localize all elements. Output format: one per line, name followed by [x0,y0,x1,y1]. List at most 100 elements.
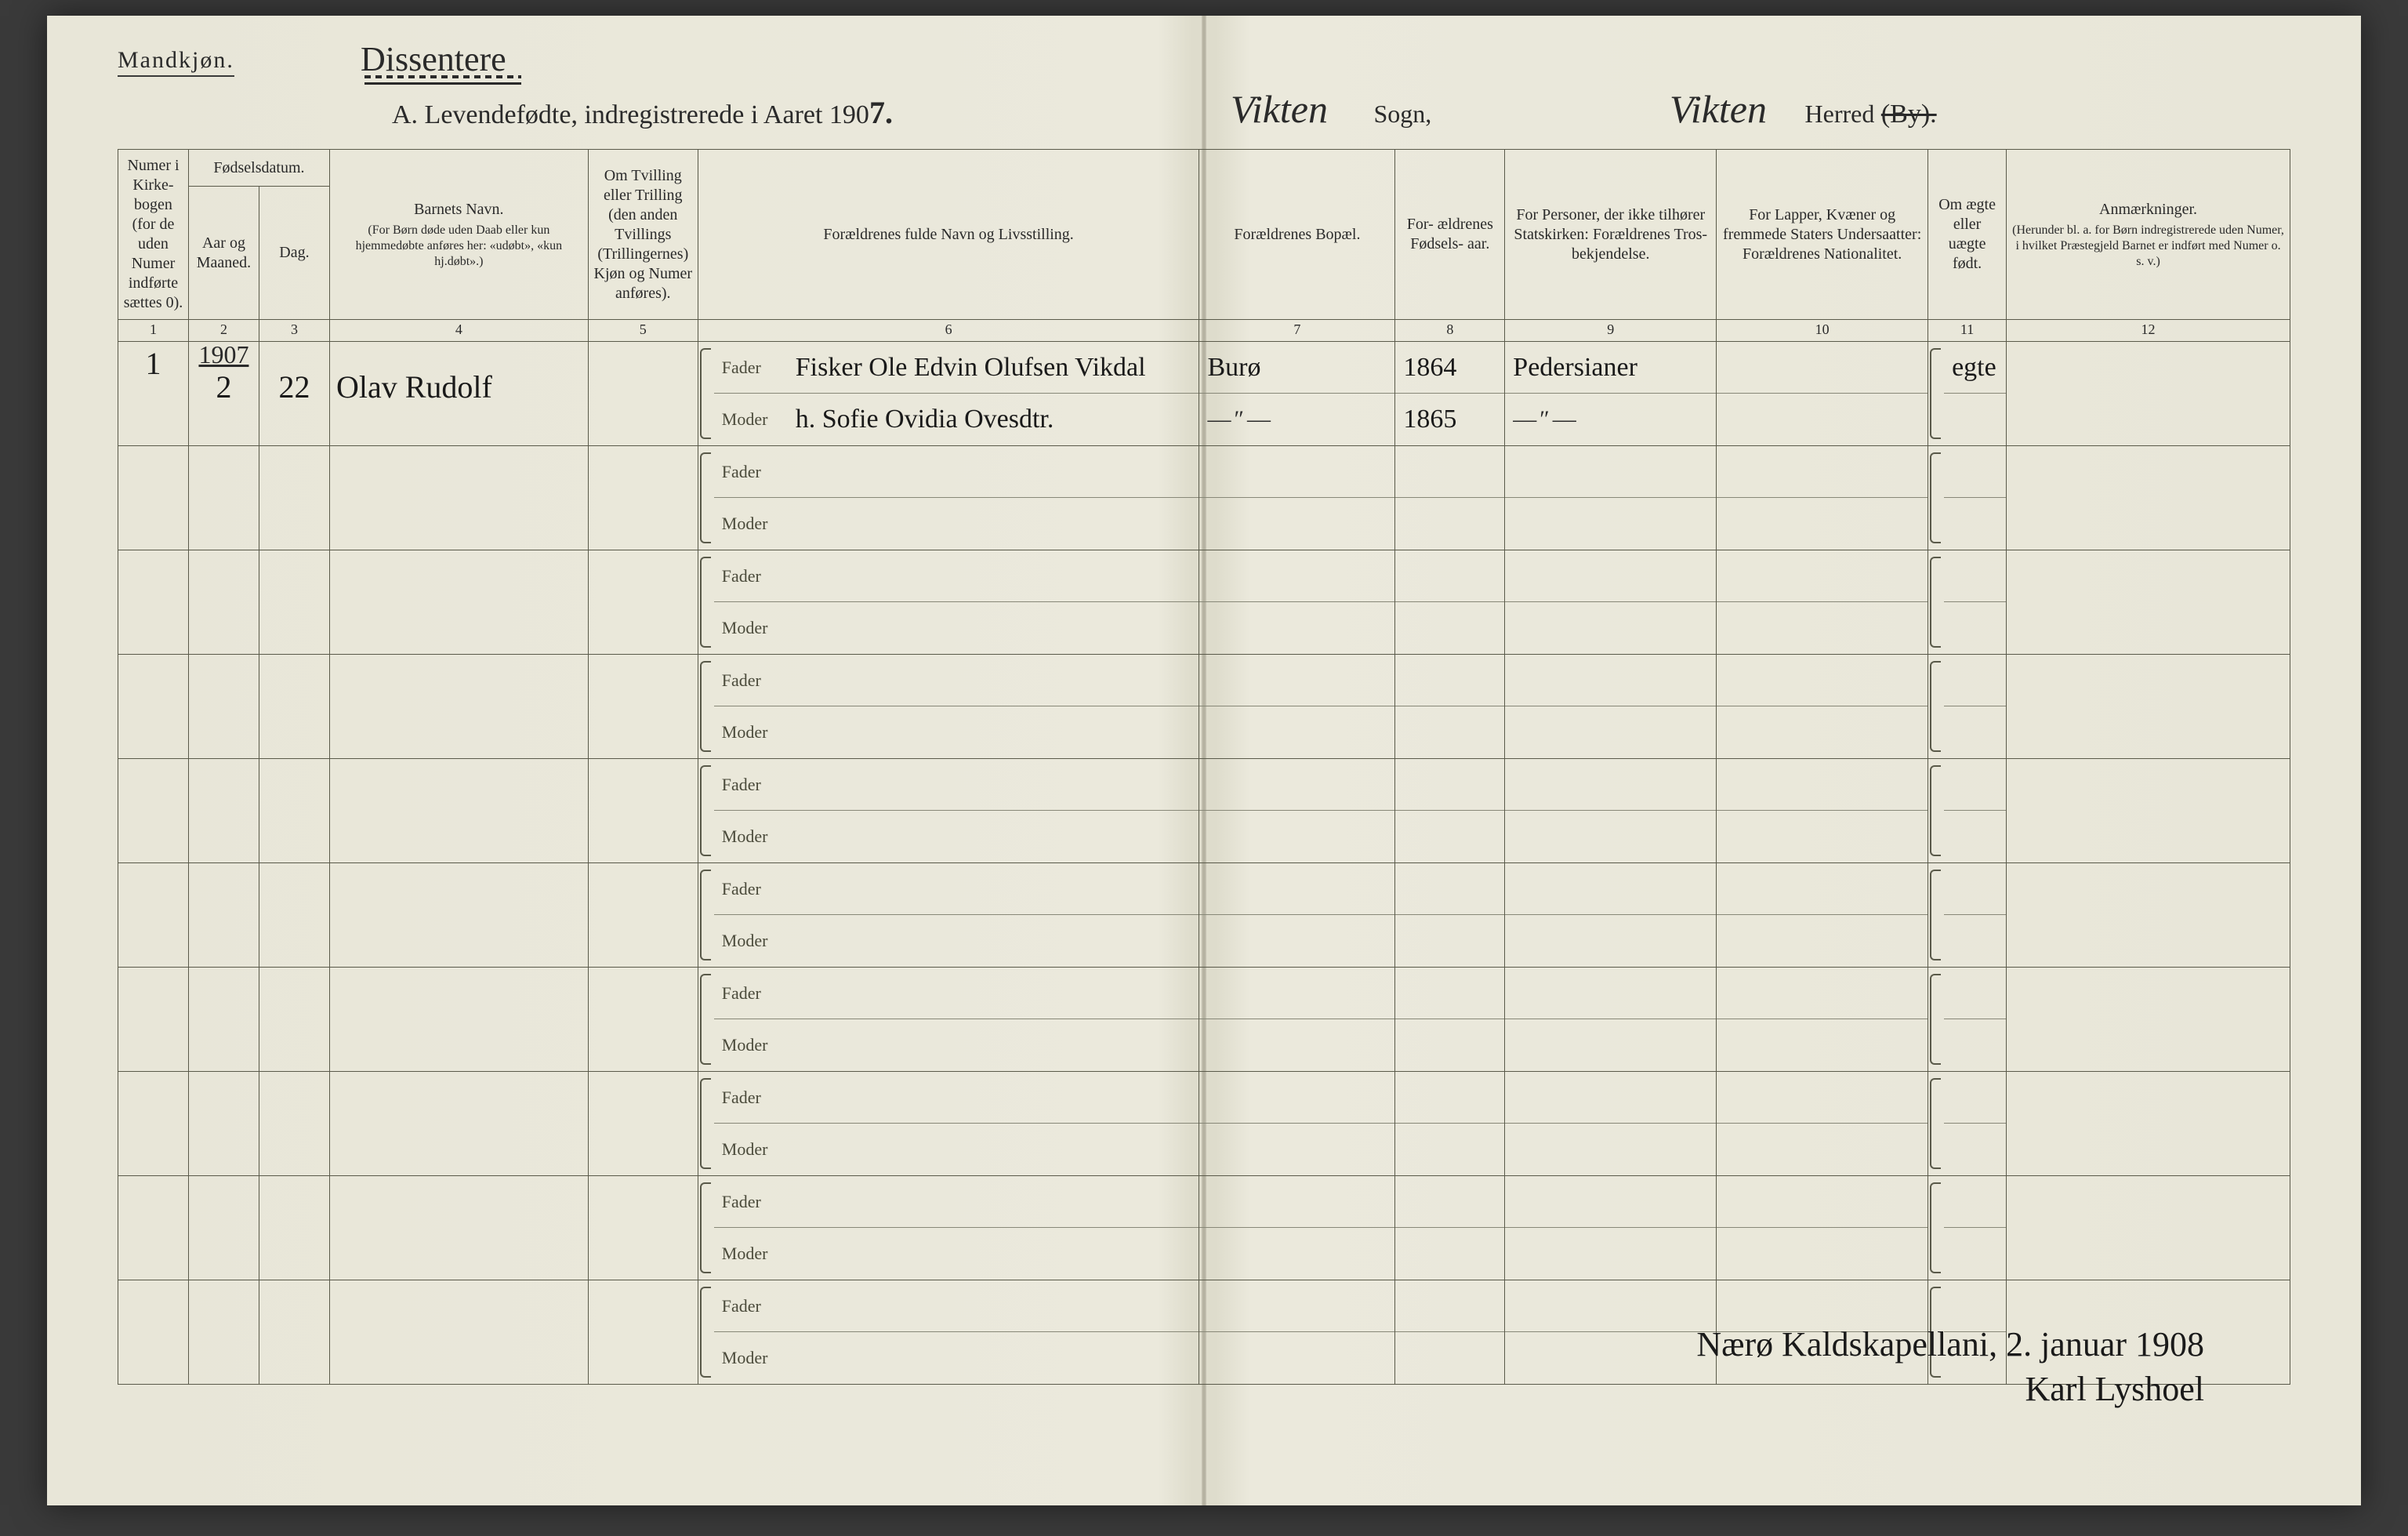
col-header-2b: Dag. [259,187,329,320]
fader-label: Fader [722,1192,785,1212]
entry-child-name: Olav Rudolf [329,342,588,446]
entry-tros-fader: Pedersianer [1513,353,1637,383]
moder-label: Moder [722,1035,785,1055]
sogn-name: Vikten [1231,87,1328,131]
col-header-12: Anmærkninger. (Herunder bl. a. for Børn … [2007,150,2290,320]
col4-title: Barnets Navn. [414,201,503,218]
entry-row-7: Fader Moder [118,968,2290,1072]
entry-row-8: Fader Moder [118,1072,2290,1176]
fader-label: Fader [722,983,785,1004]
ledger-page: Mandkjøn. Dissentere A. Levendefødte, in… [47,16,2361,1505]
colnum-7: 7 [1199,320,1395,342]
colnum-8: 8 [1395,320,1505,342]
entry-child-name-val: Olav Rudolf [336,369,492,405]
bracket-icon [1930,1078,1941,1169]
fader-label: Fader [722,1088,785,1108]
entry-bopael-moder: —″— [1207,406,1274,433]
entry-nationality [1717,342,1928,446]
colnum-3: 3 [259,320,329,342]
entry-day: 22 [259,342,329,446]
colnum-9: 9 [1505,320,1717,342]
entry-row-1: 1 1907 2 22 Olav Rudolf Fader Fisker Ole… [118,342,2290,446]
moder-label: Moder [722,1244,785,1264]
register-title: A. Levendefødte, indregistrerede i Aaret… [392,94,893,131]
entry-faar-moder: 1865 [1403,405,1456,434]
fader-label: Fader [722,775,785,795]
herred-label: Herred [1805,100,1875,128]
bracket-icon [1930,661,1941,752]
col12-sub: (Herunder bl. a. for Børn indregistrered… [2011,223,2285,270]
colnum-6: 6 [698,320,1199,342]
fader-label: Fader [722,670,785,691]
entry-fader-text: Fisker Ole Edvin Olufsen Vikdal [796,353,1146,383]
entry-faar-fader: 1864 [1403,353,1456,383]
col-header-4: Barnets Navn. (For Børn døde uden Daab e… [329,150,588,320]
moder-label: Moder [722,826,785,847]
moder-label: Moder [722,1348,785,1368]
entry-remarks [2007,342,2290,446]
dissenter-annotation: Dissentere [361,39,506,79]
col-header-6: Forældrenes fulde Navn og Livsstilling. [698,150,1199,320]
page-header: Mandkjøn. Dissentere A. Levendefødte, in… [118,47,2290,141]
entry-row-2: Fader Moder [118,446,2290,550]
entry-tros-moder: —″— [1513,406,1579,433]
fader-label: Fader [722,1296,785,1316]
sogn-label: Sogn, [1374,100,1432,128]
colnum-12: 12 [2007,320,2290,342]
entry-moder-text: h. Sofie Ovidia Ovesdtr. [796,405,1054,434]
colnum-2: 2 [188,320,259,342]
entry-month-val: 2 [216,369,231,405]
col-header-8: For- ældrenes Fødsels- aar. [1395,150,1505,320]
entry-year-above: 1907 [198,340,248,369]
entry-twin [588,342,698,446]
gender-heading: Mandkjøn. [118,47,234,77]
moder-label: Moder [722,722,785,743]
title-prefix: A. Levendefødte, indregistrerede i Aaret… [392,100,869,129]
entry-tros: Pedersianer —″— [1505,342,1717,446]
dissenter-underline [364,78,521,85]
entry-aegte: egte [1928,342,2007,446]
col12-title: Anmærkninger. [2099,201,2197,218]
bracket-icon [700,452,711,543]
title-year-handwritten: 7. [869,95,893,130]
bracket-icon [700,1287,711,1378]
col4-sub: (For Børn døde uden Daab eller kun hjemm… [335,223,583,270]
colnum-10: 10 [1717,320,1928,342]
moder-label: Moder [722,931,785,951]
entry-bopael-fader: Burø [1207,353,1260,383]
fader-label: Fader [722,566,785,586]
colnum-11: 11 [1928,320,2007,342]
table-header: Numer i Kirke- bogen (for de uden Numer … [118,150,2290,320]
signature-block: Nærø Kaldskapellani, 2. januar 1908 Karl… [1696,1322,2204,1411]
entry-numer-val: 1 [145,346,161,381]
bracket-icon [1930,870,1941,960]
column-number-row: 1 2 3 4 5 6 7 8 9 10 11 12 [118,320,2290,342]
colnum-1: 1 [118,320,189,342]
bracket-icon [1930,765,1941,856]
entry-month: 1907 2 [188,342,259,446]
bracket-icon [1930,974,1941,1065]
col-header-9: For Personer, der ikke tilhører Statskir… [1505,150,1717,320]
col-header-7: Forældrenes Bopæl. [1199,150,1395,320]
bracket-icon [700,870,711,960]
herred-name: Vikten [1670,87,1767,131]
bracket-icon [700,974,711,1065]
entry-row-3: Fader Moder [118,550,2290,655]
entry-row-5: Fader Moder [118,759,2290,863]
entry-numer: 1 [118,342,189,446]
fader-label: Fader [722,462,785,482]
entry-day-val: 22 [278,369,310,405]
col-header-5: Om Tvilling eller Trilling (den anden Tv… [588,150,698,320]
entry-bopael: Burø —″— [1199,342,1395,446]
colnum-4: 4 [329,320,588,342]
entry-moder-row: Moder h. Sofie Ovidia Ovesdtr. [714,394,1199,445]
entry-fader-row: Fader Fisker Ole Edvin Olufsen Vikdal [714,342,1199,394]
entry-fodselsaar: 1864 1865 [1395,342,1505,446]
bracket-icon [1930,557,1941,648]
herred-block: Vikten Herred (By). [1670,86,1937,132]
bracket-icon [700,765,711,856]
moder-label: Moder [722,514,785,534]
by-struck: (By). [1881,100,1937,129]
col-header-2-group: Fødselsdatum. [188,150,329,187]
register-table: Numer i Kirke- bogen (for de uden Numer … [118,149,2290,1385]
